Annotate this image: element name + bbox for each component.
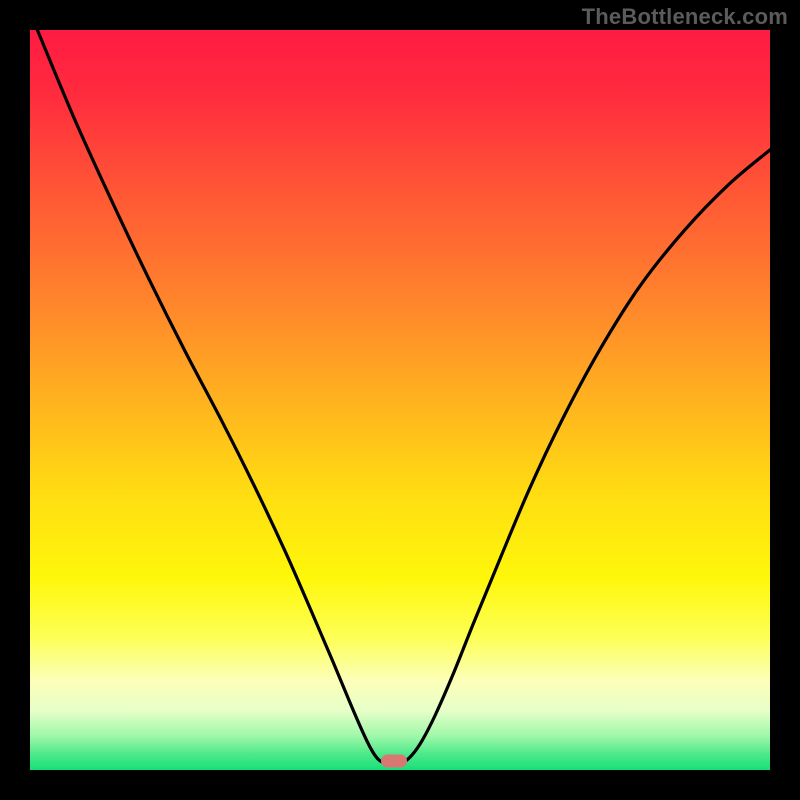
plot-area: [30, 30, 770, 770]
bottleneck-curve: [30, 30, 770, 770]
watermark-label: TheBottleneck.com: [582, 4, 788, 30]
optimal-point-marker: [381, 755, 407, 768]
chart-root: TheBottleneck.com: [0, 0, 800, 800]
